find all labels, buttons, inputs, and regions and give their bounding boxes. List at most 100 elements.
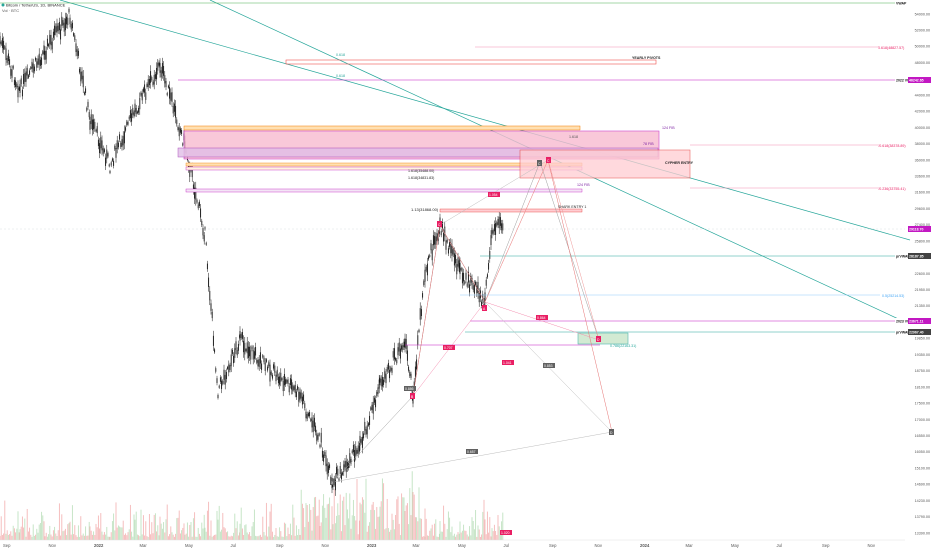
candle-body [319, 433, 320, 435]
volume-bar [84, 536, 85, 540]
candle-body [401, 345, 402, 349]
volume-bar [261, 537, 262, 540]
candle-body [141, 92, 142, 95]
candle-body [491, 235, 492, 245]
volume-bar [459, 534, 460, 540]
time-tick-label: Nov [868, 543, 876, 548]
volume-bar [254, 510, 255, 540]
candle-body [125, 127, 126, 130]
supply-zone-orange[interactable] [184, 126, 580, 130]
volume-bar [446, 537, 447, 540]
candle-body [120, 143, 121, 147]
volume-bar [19, 532, 20, 540]
candle-body [290, 378, 291, 385]
candle-body [361, 439, 362, 443]
volume-bar [163, 522, 164, 540]
candle-body [214, 349, 215, 352]
volume-bar [301, 490, 302, 540]
candle-body [232, 350, 233, 354]
volume-bar [242, 528, 243, 540]
price-tick-label: 15100.00 [915, 466, 930, 470]
candle-body [342, 472, 343, 474]
candle-body [13, 66, 14, 68]
candle-body [431, 243, 432, 250]
tag-1041: 1.041 [503, 361, 512, 365]
time-tick-label: Jul [777, 543, 782, 548]
shark-entry-zone[interactable] [440, 209, 582, 212]
candle-body [384, 371, 385, 378]
volume-bar [379, 517, 380, 540]
candle-body [65, 19, 66, 31]
candle-body [406, 339, 407, 349]
time-tick-label: Sep [3, 543, 11, 548]
volume-bar [73, 534, 74, 540]
candle-body [249, 347, 250, 356]
candle-body [420, 308, 421, 320]
volume-bar [33, 524, 34, 540]
candle-body [220, 377, 221, 381]
volume-bar [336, 516, 337, 540]
volume-bar [368, 526, 369, 540]
candle-body [94, 122, 95, 129]
fib-0618-top: 0.618 [336, 53, 345, 57]
volume-bar [376, 507, 377, 540]
candle-body [411, 374, 412, 378]
volume-bar [191, 522, 192, 540]
candle-body [250, 350, 251, 359]
candle-body [15, 80, 16, 87]
candle-body [209, 291, 210, 300]
volume-bar [295, 536, 296, 540]
volume-bar [30, 535, 31, 540]
volume-bar [39, 525, 40, 540]
fib-124-top-label: 124 FIB [662, 126, 675, 130]
candle-body [93, 119, 94, 129]
volume-bar [243, 535, 244, 540]
volume-bar [231, 536, 232, 540]
candle-body [201, 221, 202, 225]
volume-bar [400, 535, 401, 540]
volume-bar [96, 524, 97, 540]
volume-bar [117, 528, 118, 540]
candle-body [157, 63, 158, 71]
volume-bar [472, 517, 473, 540]
candle-body [265, 362, 266, 371]
volume-bar [32, 537, 33, 540]
time-tick-label: May [185, 543, 194, 548]
candle-body [145, 92, 146, 100]
candle-body [113, 161, 114, 166]
volume-bar [407, 503, 408, 540]
candle-body [404, 342, 405, 348]
target-zone[interactable] [578, 333, 628, 344]
price-tick-label: 40000.00 [915, 126, 930, 130]
volume-bar [316, 516, 317, 540]
volume-bar [118, 526, 119, 540]
candle-body [10, 69, 11, 76]
volume-bar [412, 471, 413, 540]
candle-body [298, 392, 299, 402]
candle-body [73, 33, 74, 36]
volume-bar [77, 537, 78, 540]
volume-bar [304, 527, 305, 540]
candle-body [80, 72, 81, 82]
tag-0853: 0.853 [544, 364, 553, 368]
volume-bar [222, 513, 223, 540]
volume-bar [447, 529, 448, 540]
candle-body [91, 114, 92, 124]
volume-bar [80, 516, 81, 540]
volume-bar [354, 516, 355, 540]
candle-body [59, 22, 60, 30]
candle-body [340, 466, 341, 474]
volume-bar [399, 524, 400, 540]
candle-body [155, 74, 156, 79]
candle-body [284, 374, 285, 385]
volume-bar [156, 531, 157, 540]
volume-bar [125, 533, 126, 540]
candle-body [364, 422, 365, 431]
candle-body [487, 274, 488, 277]
candle-body [266, 359, 267, 362]
symbol-line: Bitcoin / TetherUS, 1D, BINANCE [6, 3, 66, 8]
volume-bar [467, 535, 468, 540]
volume-bar [276, 528, 277, 540]
